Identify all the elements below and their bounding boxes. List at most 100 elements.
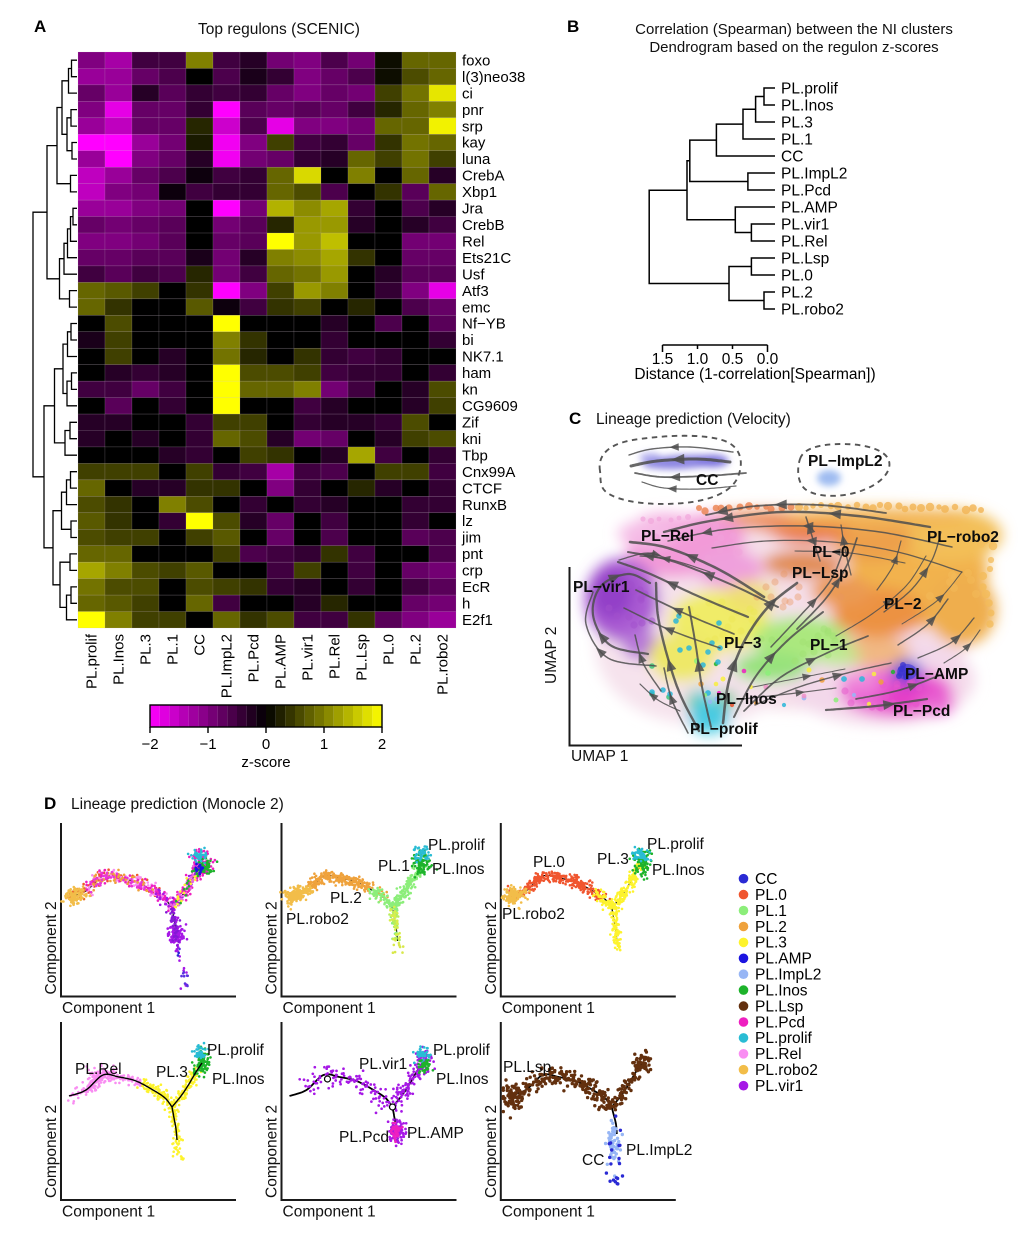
- svg-text:B: B: [567, 17, 579, 36]
- svg-text:z-score: z-score: [241, 754, 290, 771]
- svg-text:PL.prolif: PL.prolif: [647, 836, 705, 853]
- svg-text:PL.1: PL.1: [378, 858, 410, 875]
- svg-text:Jra: Jra: [462, 201, 483, 218]
- svg-text:PL.vir1: PL.vir1: [300, 634, 317, 681]
- svg-text:PL.Lsp: PL.Lsp: [781, 250, 829, 267]
- svg-text:CrebA: CrebA: [462, 168, 505, 185]
- svg-text:Lineage prediction (Velocity): Lineage prediction (Velocity): [596, 411, 791, 428]
- svg-text:UMAP 2: UMAP 2: [543, 627, 560, 684]
- svg-text:PL.Pcd: PL.Pcd: [755, 1014, 805, 1031]
- svg-text:ci: ci: [462, 85, 473, 102]
- svg-text:lz: lz: [462, 513, 473, 530]
- svg-text:Component 2: Component 2: [264, 1105, 281, 1198]
- svg-text:PL−3: PL−3: [724, 635, 762, 652]
- svg-text:UMAP 1: UMAP 1: [571, 748, 628, 765]
- svg-text:Component 2: Component 2: [43, 901, 60, 994]
- svg-text:RunxB: RunxB: [462, 497, 507, 514]
- svg-text:PL.0: PL.0: [781, 267, 813, 284]
- svg-text:PL.Rel: PL.Rel: [755, 1046, 802, 1063]
- svg-text:PL.Pcd: PL.Pcd: [781, 182, 831, 199]
- svg-text:CrebB: CrebB: [462, 217, 505, 234]
- svg-text:Component 2: Component 2: [483, 1105, 500, 1198]
- svg-text:PL.0: PL.0: [381, 634, 398, 665]
- svg-text:PL−AMP: PL−AMP: [905, 666, 968, 683]
- svg-text:PL.Pcd: PL.Pcd: [339, 1129, 389, 1146]
- svg-text:Dendrogram based on the regulo: Dendrogram based on the regulon z-scores: [649, 39, 938, 56]
- svg-text:PL.Inos: PL.Inos: [781, 97, 834, 114]
- svg-text:jim: jim: [461, 530, 481, 547]
- svg-text:pnt: pnt: [462, 546, 484, 563]
- svg-text:PL−Inos: PL−Inos: [716, 691, 777, 708]
- svg-text:PL−Pcd: PL−Pcd: [893, 703, 950, 720]
- svg-text:PL.2: PL.2: [781, 284, 813, 301]
- svg-text:crp: crp: [462, 563, 483, 580]
- svg-text:Distance (1-correlation[Spearm: Distance (1-correlation[Spearman]): [634, 366, 875, 383]
- svg-text:PL.3: PL.3: [597, 851, 629, 868]
- svg-text:PL.Pcd: PL.Pcd: [246, 634, 263, 682]
- svg-text:PL.0: PL.0: [533, 854, 565, 871]
- svg-text:srp: srp: [462, 118, 483, 135]
- svg-text:EcR: EcR: [462, 579, 491, 596]
- svg-text:PL.Rel: PL.Rel: [781, 233, 828, 250]
- svg-text:PL.2: PL.2: [408, 634, 425, 665]
- svg-text:Component 2: Component 2: [483, 901, 500, 994]
- svg-text:PL.2: PL.2: [755, 919, 787, 936]
- svg-text:Component 2: Component 2: [43, 1105, 60, 1198]
- svg-text:PL.1: PL.1: [755, 903, 787, 920]
- svg-text:Lineage prediction (Monocle 2): Lineage prediction (Monocle 2): [71, 796, 284, 813]
- svg-text:CC: CC: [192, 634, 209, 656]
- svg-text:PL.prolif: PL.prolif: [428, 837, 486, 854]
- svg-text:PL−1: PL−1: [810, 637, 848, 654]
- svg-text:PL.Lsp: PL.Lsp: [755, 998, 803, 1015]
- svg-text:PL.AMP: PL.AMP: [273, 634, 290, 689]
- svg-text:Component 1: Component 1: [62, 1000, 155, 1017]
- svg-text:l(3)neo38: l(3)neo38: [462, 69, 525, 86]
- svg-text:PL.robo2: PL.robo2: [286, 911, 349, 928]
- svg-text:Nf−YB: Nf−YB: [462, 316, 506, 333]
- svg-text:PL.Lsp: PL.Lsp: [503, 1059, 551, 1076]
- svg-text:1: 1: [320, 736, 328, 753]
- svg-text:PL.prolif: PL.prolif: [84, 633, 101, 689]
- svg-text:PL.3: PL.3: [156, 1064, 188, 1081]
- svg-text:ham: ham: [462, 365, 491, 382]
- svg-text:PL−vir1: PL−vir1: [573, 579, 630, 596]
- svg-text:PL.prolif: PL.prolif: [781, 80, 839, 97]
- svg-text:Top regulons (SCENIC): Top regulons (SCENIC): [198, 21, 360, 38]
- svg-text:PL−prolif: PL−prolif: [690, 721, 758, 738]
- svg-text:PL.3: PL.3: [755, 935, 787, 952]
- svg-text:PL.Lsp: PL.Lsp: [354, 634, 371, 681]
- svg-text:Atf3: Atf3: [462, 283, 489, 300]
- svg-text:PL.robo2: PL.robo2: [435, 634, 452, 695]
- svg-text:PL.Inos: PL.Inos: [652, 862, 705, 879]
- svg-text:Xbp1: Xbp1: [462, 184, 497, 201]
- svg-text:Component 2: Component 2: [264, 901, 281, 994]
- svg-text:Component 1: Component 1: [283, 1000, 376, 1017]
- svg-text:Zif: Zif: [462, 415, 479, 432]
- svg-text:PL−2: PL−2: [884, 596, 921, 613]
- svg-text:kay: kay: [462, 135, 486, 152]
- svg-text:kni: kni: [462, 431, 481, 448]
- svg-text:C: C: [569, 409, 581, 428]
- svg-text:h: h: [462, 596, 470, 613]
- svg-text:emc: emc: [462, 299, 491, 316]
- svg-text:Tbp: Tbp: [462, 447, 488, 464]
- svg-text:0.0: 0.0: [757, 351, 779, 368]
- svg-text:−1: −1: [199, 736, 216, 753]
- svg-text:PL.1: PL.1: [165, 634, 182, 665]
- svg-text:Rel: Rel: [462, 234, 485, 251]
- svg-text:luna: luna: [462, 151, 491, 168]
- svg-text:bi: bi: [462, 332, 474, 349]
- svg-text:PL.prolif: PL.prolif: [207, 1042, 265, 1059]
- svg-text:PL.robo2: PL.robo2: [755, 1062, 818, 1079]
- svg-text:Component 1: Component 1: [62, 1204, 155, 1221]
- svg-text:PL.Rel: PL.Rel: [327, 634, 344, 679]
- svg-text:PL−Lsp: PL−Lsp: [792, 565, 848, 582]
- svg-text:PL.ImpL2: PL.ImpL2: [626, 1142, 692, 1159]
- svg-text:1.5: 1.5: [652, 351, 674, 368]
- svg-text:PL.Rel: PL.Rel: [75, 1061, 122, 1078]
- svg-text:1.0: 1.0: [687, 351, 709, 368]
- svg-text:Component 1: Component 1: [283, 1204, 376, 1221]
- svg-text:PL.robo2: PL.robo2: [781, 301, 844, 318]
- svg-text:0: 0: [262, 736, 270, 753]
- svg-text:PL−0: PL−0: [812, 544, 849, 561]
